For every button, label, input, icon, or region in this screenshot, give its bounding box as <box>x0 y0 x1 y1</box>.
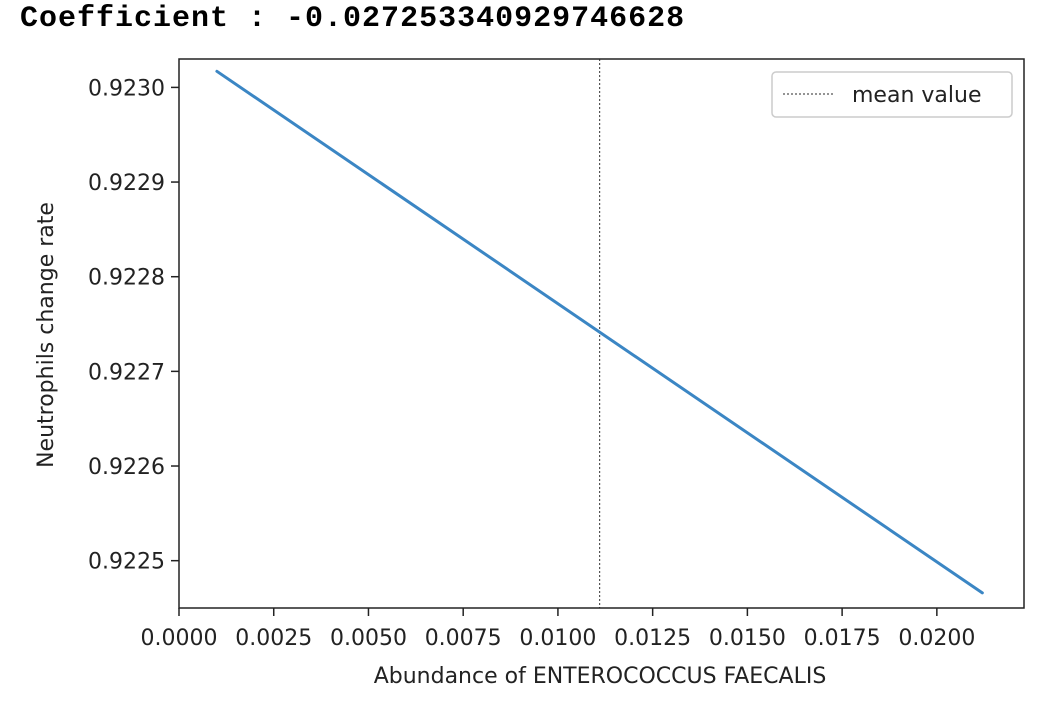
x-tick-label: 0.0200 <box>898 626 975 651</box>
legend: mean value <box>771 71 1013 118</box>
legend-box <box>771 71 1013 118</box>
x-tick-label: 0.0025 <box>235 626 312 651</box>
x-tick-label: 0.0125 <box>614 626 691 651</box>
x-tick-label: 0.0100 <box>519 626 596 651</box>
y-tick-label: 0.9228 <box>88 266 165 291</box>
x-axis-label: Abundance of ENTEROCOCCUS FAECALIS <box>374 664 827 689</box>
x-tick-label: 0.0075 <box>425 626 502 651</box>
coefficient-value: -0.027253340929746628 <box>286 2 686 36</box>
coefficient-output: Coefficient : -0.027253340929746628 <box>20 2 685 36</box>
x-tick-label: 0.0150 <box>709 626 786 651</box>
y-tick-label: 0.9227 <box>88 360 165 385</box>
x-tick-label: 0.0175 <box>804 626 881 651</box>
y-tick-label: 0.9229 <box>88 171 165 196</box>
plot-frame <box>178 58 1025 609</box>
coefficient-label: Coefficient : <box>20 2 287 36</box>
x-tick-label: 0.0000 <box>141 626 218 651</box>
legend-label-mean-value: mean value <box>852 83 981 108</box>
y-tick-label: 0.9230 <box>88 76 165 101</box>
regression-line <box>215 69 984 595</box>
y-tick-label: 0.9225 <box>88 550 165 575</box>
x-tick-label: 0.0050 <box>330 626 407 651</box>
y-tick-label: 0.9226 <box>88 455 165 480</box>
y-axis-label: Neutrophils change rate <box>34 202 59 468</box>
